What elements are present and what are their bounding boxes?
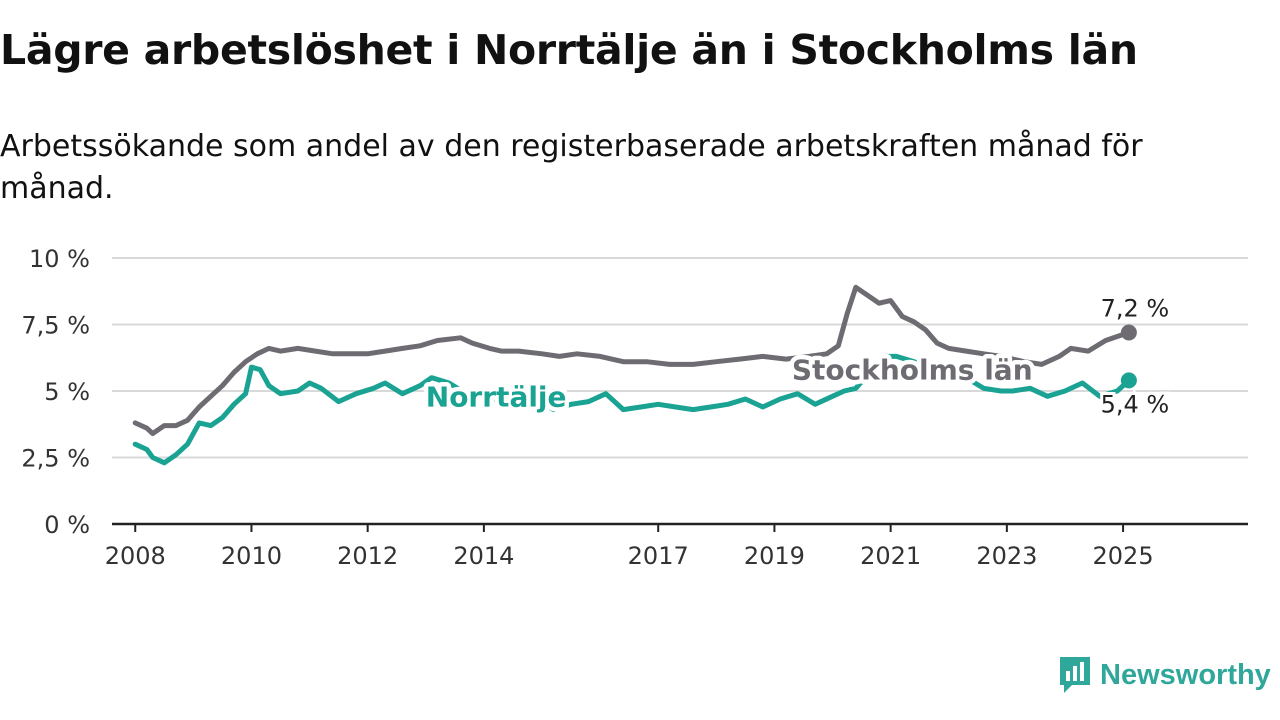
chart-title: Lägre arbetslöshet i Norrtälje än i Stoc…	[0, 26, 1138, 74]
series-end-point	[1120, 324, 1137, 341]
y-tick-label: 0 %	[44, 511, 90, 539]
y-tick-label: 10 %	[29, 245, 90, 273]
y-tick-label: 5 %	[44, 378, 90, 406]
series-end-point	[1120, 372, 1137, 389]
chart-subtitle: Arbetssökande som andel av den registerb…	[0, 129, 1143, 206]
series-end-label: 5,4 %	[1101, 390, 1170, 418]
line-chart: 0 % 2,5 % 5 % 7,5 % 10 % 2008 2010 2012 2014 2017…	[21, 245, 1248, 570]
y-tick-label: 7,5 %	[21, 312, 90, 340]
x-tick-label: 2019	[744, 542, 805, 570]
y-tick-label: 2,5 %	[21, 445, 90, 473]
x-tick-label: 2012	[337, 542, 398, 570]
x-tick-label: 2008	[105, 542, 166, 570]
series-line	[132, 284, 1132, 437]
x-tick-label: 2017	[628, 542, 689, 570]
x-tick-label: 2023	[976, 542, 1037, 570]
brand: Newsworthy	[1058, 654, 1271, 696]
newsworthy-logo-icon	[1060, 657, 1090, 693]
series-annotation: Norrtälje	[426, 380, 567, 413]
x-tick-label: 2010	[221, 542, 282, 570]
series-line	[132, 353, 1132, 466]
x-tick-label: 2021	[860, 542, 921, 570]
series-end-label: 7,2 %	[1101, 294, 1170, 322]
series-annotation: Stockholms län	[792, 354, 1033, 387]
x-tick-label: 2025	[1093, 542, 1154, 570]
brand-name: Newsworthy	[1100, 658, 1271, 691]
x-tick-label: 2014	[453, 542, 514, 570]
